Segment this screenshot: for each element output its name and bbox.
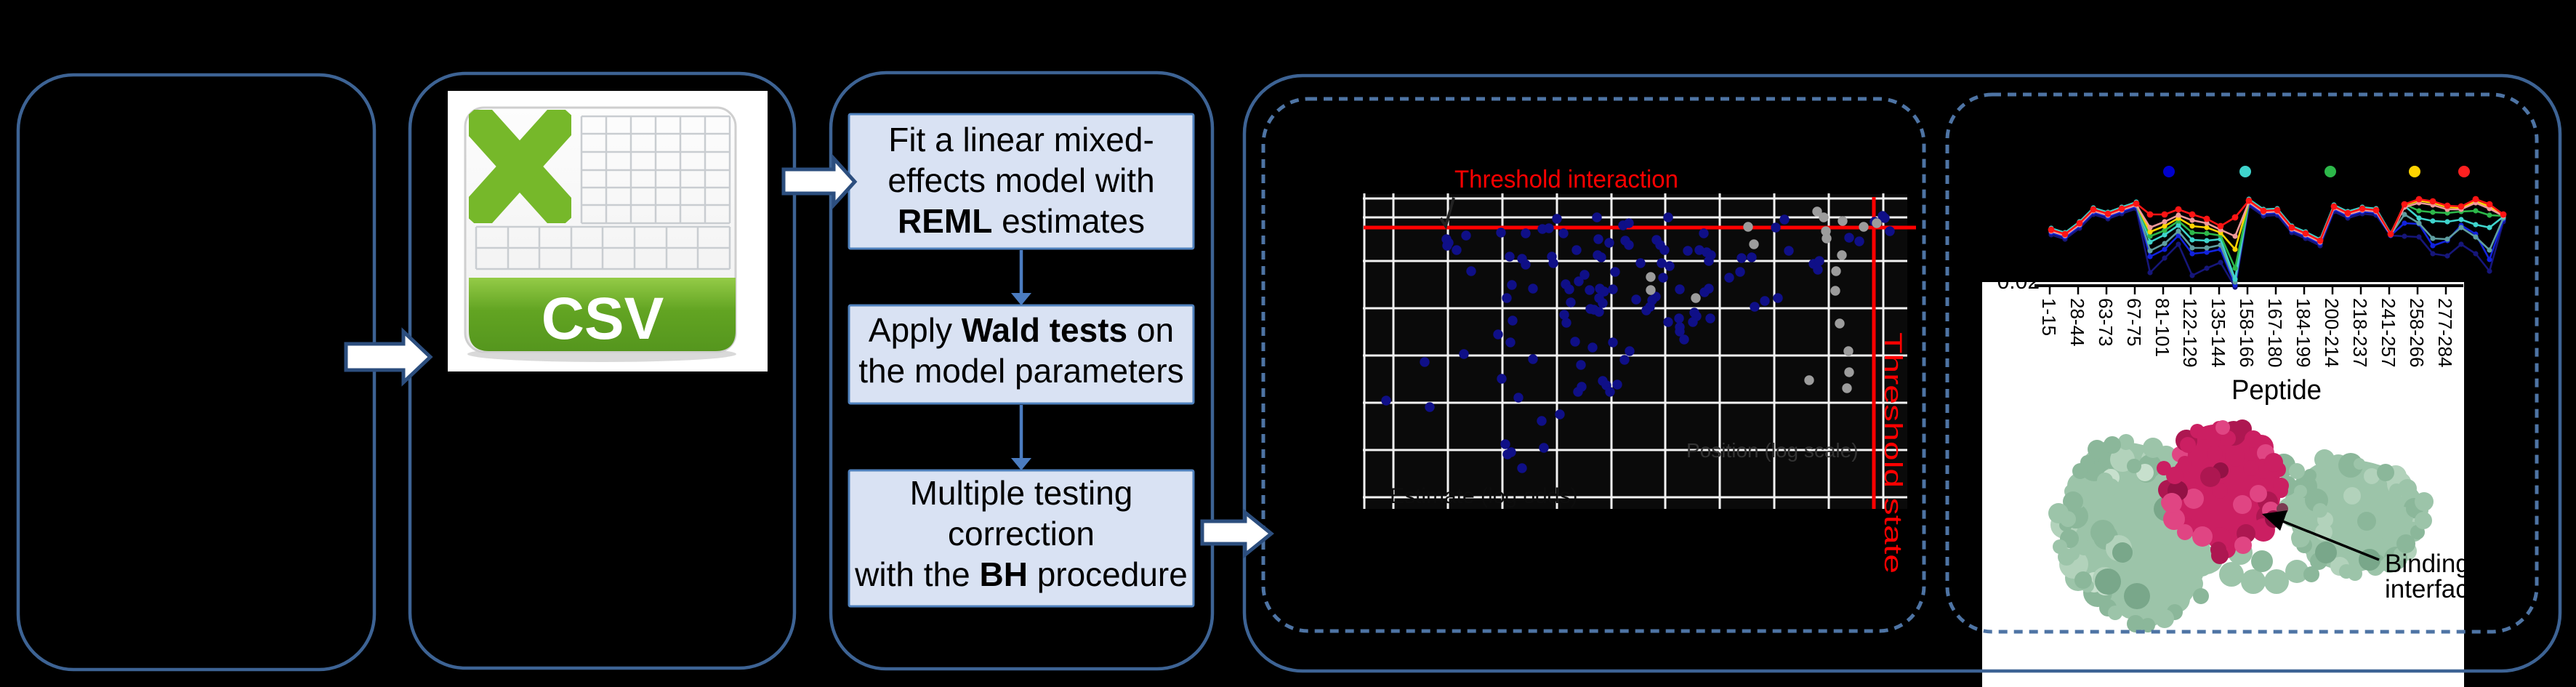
svg-text:167-180: 167-180 bbox=[2264, 298, 2286, 367]
svg-text:241-257: 241-257 bbox=[2378, 298, 2399, 367]
svg-text:with the BH procedure: with the BH procedure bbox=[854, 555, 1188, 593]
svg-text:81-101: 81-101 bbox=[2152, 298, 2173, 357]
svg-text:Peptide: Peptide bbox=[2231, 375, 2322, 406]
svg-text:correction: correction bbox=[948, 515, 1095, 553]
svg-text:28-44: 28-44 bbox=[2066, 298, 2088, 347]
svg-text:158-166: 158-166 bbox=[2236, 298, 2258, 367]
svg-text:63-73: 63-73 bbox=[2095, 298, 2117, 347]
svg-text:1-15: 1-15 bbox=[2038, 298, 2060, 336]
svg-text:Position (log scale): Position (log scale) bbox=[1686, 439, 1859, 462]
svg-text:Binding: Binding bbox=[2385, 550, 2470, 578]
svg-text:218-237: 218-237 bbox=[2349, 298, 2371, 367]
svg-text:Apply Wald tests on: Apply Wald tests on bbox=[869, 311, 1174, 349]
svg-text:258-266: 258-266 bbox=[2406, 298, 2428, 367]
svg-text:Fit a linear mixed-: Fit a linear mixed- bbox=[888, 121, 1154, 158]
svg-text:effects model with: effects model with bbox=[887, 161, 1154, 199]
svg-text:277-284: 277-284 bbox=[2434, 298, 2456, 367]
svg-text:CSV: CSV bbox=[542, 286, 664, 352]
svg-text:135-144: 135-144 bbox=[2207, 298, 2229, 367]
svg-text:Threshold state: Threshold state bbox=[1879, 332, 1907, 574]
svg-text:interface: interface bbox=[2385, 575, 2482, 603]
svg-text:Threshold interaction: Threshold interaction bbox=[1454, 166, 1678, 193]
svg-text:122-129: 122-129 bbox=[2179, 298, 2201, 367]
svg-text:Estimate (log odds): Estimate (log odds) bbox=[1390, 484, 1577, 508]
svg-text:Multiple testing: Multiple testing bbox=[910, 474, 1133, 512]
svg-text:REML estimates: REML estimates bbox=[898, 202, 1145, 240]
svg-text:the model parameters: the model parameters bbox=[858, 352, 1183, 390]
svg-text:200-214: 200-214 bbox=[2321, 298, 2343, 367]
svg-text:184-199: 184-199 bbox=[2293, 298, 2314, 367]
svg-text:67-75: 67-75 bbox=[2123, 298, 2145, 347]
